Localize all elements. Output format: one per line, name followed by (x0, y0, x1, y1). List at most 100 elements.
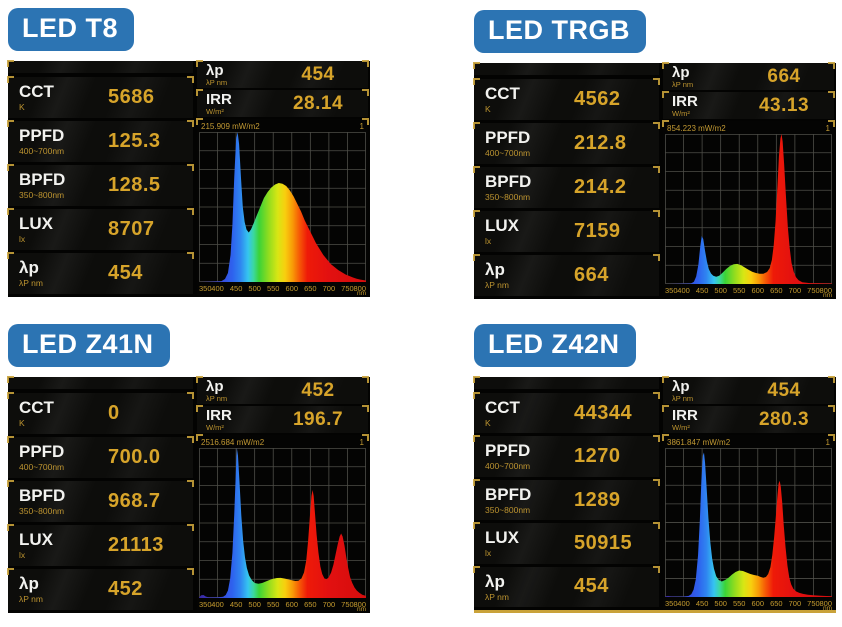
metric-label-block: λp λP nm (19, 259, 105, 287)
x-tick-label: 450 (229, 600, 243, 609)
metric-label-block: PPFD 400~700nm (485, 129, 571, 157)
metric-label-block: λp λP nm (19, 575, 105, 603)
metric-value: 454 (574, 575, 609, 598)
chart-x-axis: 350 400 450 500 550 600 650 700 750 800 nm (199, 282, 366, 297)
metric-unit: 400~700nm (485, 461, 531, 472)
metric-value: 1270 (574, 445, 621, 468)
metric-label-block: LUX lx (485, 529, 571, 557)
readout-value: 280.3 (758, 408, 810, 430)
metric-label-block: CCT K (485, 399, 571, 427)
spectrum-chart: 854.223 mW/m2 1 350 400 450 500 550 600 650 700… (662, 120, 835, 299)
x-tick-label: 600 (751, 599, 765, 609)
chart-x-axis: 350 400 450 500 550 600 650 700 750 800 nm (199, 598, 366, 613)
metric-row: PPFD 400~700nm 700.0 (7, 436, 194, 478)
metric-row: BPFD 350~800nm 968.7 (7, 480, 194, 522)
metric-value: 454 (108, 262, 143, 284)
metric-label-block: λp λP nm (485, 261, 571, 289)
panel-title-badge: LED TRGB (474, 10, 646, 53)
chart-scale-label: 2516.684 mW/m2 (201, 438, 265, 447)
metric-value: 0 (108, 402, 120, 424)
x-tick-label: 550 (732, 286, 746, 295)
readout-and-chart-column: λp λP nm 664 IRR W/m² 43.13 854.223 mW/m… (660, 62, 836, 299)
metric-label-block: BPFD 350~800nm (485, 485, 571, 515)
metric-label: LUX (485, 528, 519, 548)
led-panel: LED T8 CCT K 5686 PPFD 400~700nm 125.3 B… (7, 8, 370, 297)
x-tick-label: 750 (341, 284, 354, 293)
x-tick-label: 400 (677, 599, 690, 609)
metrics-column-header (473, 62, 659, 75)
x-tick-label: 650 (770, 286, 783, 295)
readout-value: 43.13 (758, 94, 810, 116)
metric-value: 5686 (108, 86, 155, 108)
panel-title: LED T8 (22, 13, 119, 43)
chart-header: 854.223 mW/m2 1 (665, 122, 832, 134)
x-tick-label: 750 (807, 599, 820, 609)
metric-value: 7159 (574, 220, 621, 242)
metric-unit: lx (19, 550, 26, 561)
metric-value: 4562 (574, 88, 621, 110)
metric-value: 1289 (574, 488, 621, 511)
x-tick-label: 400 (677, 286, 690, 295)
metric-value: 8707 (108, 218, 155, 240)
readout-row: IRR W/m² 196.7 (196, 405, 369, 433)
metric-label: PPFD (19, 442, 65, 462)
readout-unit: W/m² (672, 108, 690, 118)
metric-row: CCT K 5686 (7, 76, 194, 118)
chart-plot-area (199, 448, 366, 598)
spectrum-chart: 3861.847 mW/m2 1 350 400 450 500 550 600 650 70… (662, 433, 835, 612)
x-tick-label: 700 (322, 284, 336, 293)
spectrum-plot (199, 448, 366, 598)
x-tick-label: 500 (714, 599, 727, 609)
metric-label-block: BPFD 350~800nm (19, 171, 105, 199)
readout-label: IRR (672, 406, 698, 424)
readout-unit: λP nm (672, 79, 694, 89)
metric-row: LUX lx 8707 (7, 208, 194, 250)
readout-label-block: λp λP nm (672, 379, 734, 403)
x-tick-label: 450 (695, 599, 709, 609)
metric-label: PPFD (485, 128, 531, 148)
readout-label-block: IRR W/m² (672, 408, 734, 432)
chart-header: 215.909 mW/m2 1 (199, 120, 366, 132)
chart-gridlines (199, 448, 366, 598)
readout-label-block: IRR W/m² (672, 94, 734, 118)
metric-value: 50915 (574, 531, 633, 554)
metric-label: CCT (485, 84, 520, 104)
chart-plot-area (199, 132, 366, 282)
metrics-column: CCT K 44344 PPFD 400~700nm 1270 BPFD 350… (473, 376, 660, 610)
x-tick-label: 550 (266, 284, 280, 293)
metric-label-block: PPFD 400~700nm (19, 443, 105, 471)
panel-title: LED Z41N (22, 329, 154, 359)
panel-title-badge: LED T8 (8, 8, 135, 51)
x-tick-label: 500 (248, 284, 261, 293)
readout-value: 452 (301, 379, 335, 401)
spectrum-chart: 2516.684 mW/m2 1 350 400 450 500 550 600 650 70… (196, 434, 369, 613)
chart-header: 2516.684 mW/m2 1 (199, 436, 366, 448)
spectrum-area (199, 448, 366, 598)
metric-unit: K (19, 418, 25, 429)
x-tick-label: 700 (322, 600, 336, 609)
metric-label: CCT (19, 82, 54, 102)
metric-unit: λP nm (19, 594, 43, 605)
x-axis-unit: nm (356, 290, 366, 297)
x-axis-unit: nm (822, 292, 832, 299)
readout-row: IRR W/m² 43.13 (662, 91, 835, 119)
metric-row: λp λP nm 454 (7, 252, 194, 294)
metrics-column-header (7, 60, 193, 73)
led-panel: LED TRGB CCT K 4562 PPFD 400~700nm 212.8… (473, 10, 836, 299)
metric-value: 212.8 (574, 132, 627, 154)
readout-rows: λp λP nm 452 IRR W/m² 196.7 (196, 376, 369, 435)
metric-unit: 350~800nm (485, 504, 531, 515)
metric-unit: K (485, 104, 491, 115)
readout-and-chart-column: λp λP nm 452 IRR W/m² 196.7 2516.684 mW/… (194, 376, 370, 613)
metric-label: CCT (19, 398, 54, 418)
metric-value: 214.2 (574, 176, 627, 198)
spectrometer-screen: CCT K 0 PPFD 400~700nm 700.0 BPFD 350~80… (7, 376, 370, 613)
metric-value: 128.5 (108, 174, 161, 196)
readout-row: IRR W/m² 280.3 (662, 405, 835, 433)
readout-rows: λp λP nm 454 IRR W/m² 28.14 (196, 60, 369, 119)
metric-row: BPFD 350~800nm 214.2 (473, 166, 660, 208)
chart-gridlines (665, 448, 832, 597)
chart-x-axis: 350 400 450 500 550 600 650 700 750 800 nm (665, 284, 832, 299)
chart-x-axis: 350 400 450 500 550 600 650 700 750 800 nm (665, 597, 832, 612)
